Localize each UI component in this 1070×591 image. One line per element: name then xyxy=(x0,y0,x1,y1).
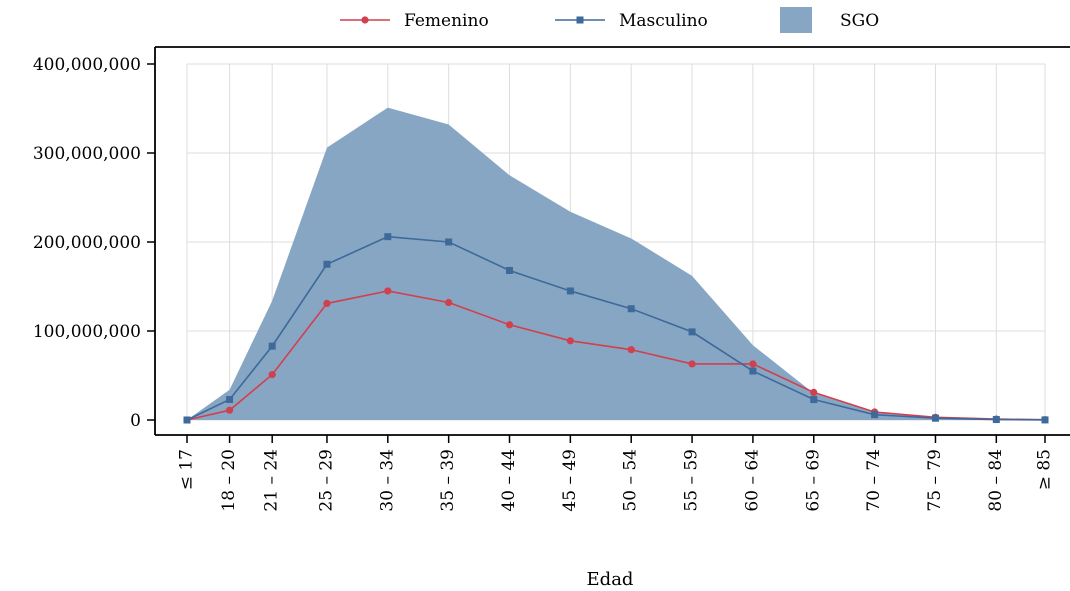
legend-swatch-sgo xyxy=(780,7,812,33)
data-point-femenino xyxy=(384,287,392,295)
data-point-masculino xyxy=(506,266,514,274)
data-point-masculino xyxy=(445,238,453,246)
data-point-masculino xyxy=(1041,416,1049,424)
legend-label-sgo: SGO xyxy=(840,11,879,31)
y-tick-label: 100,000,000 xyxy=(33,322,141,342)
data-point-femenino xyxy=(688,360,696,368)
legend: Femenino Masculino SGO xyxy=(340,7,879,33)
series-area-sgo xyxy=(187,107,1045,421)
x-tick-label: 65 – 69 xyxy=(803,449,823,512)
x-tick-label: 60 – 64 xyxy=(742,449,762,512)
plot-area xyxy=(183,63,1049,424)
x-tick-label: ≤ 17 xyxy=(177,449,197,490)
x-tick-label: 45 – 49 xyxy=(560,449,580,512)
data-point-femenino xyxy=(566,337,574,345)
y-tick-label: 400,000,000 xyxy=(33,55,141,75)
data-point-masculino xyxy=(688,328,696,336)
x-tick-label: 55 – 59 xyxy=(682,449,702,512)
data-point-femenino xyxy=(323,299,331,308)
data-point-femenino xyxy=(225,406,234,414)
x-tick-label: 18 – 20 xyxy=(219,449,239,512)
x-tick-label: 40 – 44 xyxy=(499,449,519,512)
x-tick-label: 75 – 79 xyxy=(925,449,945,512)
y-tick-label: 0 xyxy=(130,411,141,431)
data-point-masculino xyxy=(931,414,939,422)
legend-marker-femenino xyxy=(361,16,369,24)
data-point-masculino xyxy=(268,342,276,350)
data-point-masculino xyxy=(566,287,574,295)
x-axis-title: Edad xyxy=(587,569,634,590)
data-point-masculino xyxy=(183,416,191,424)
y-tick-label: 200,000,000 xyxy=(33,233,141,253)
x-tick-label: 70 – 74 xyxy=(864,449,884,512)
x-tick-label: 21 – 24 xyxy=(262,449,282,512)
data-point-masculino xyxy=(810,396,818,404)
data-point-masculino xyxy=(226,396,234,404)
axes: 0 100,000,000 200,000,000 300,000,000 400,00… xyxy=(33,46,1070,512)
data-point-masculino xyxy=(992,416,1000,424)
data-point-femenino xyxy=(627,346,635,354)
data-point-femenino xyxy=(268,371,276,379)
data-point-femenino xyxy=(445,298,453,307)
data-point-masculino xyxy=(627,305,635,313)
x-tick-label: ≥ 85 xyxy=(1035,449,1055,490)
series-line-masculino xyxy=(186,235,1046,421)
legend-marker-masculino xyxy=(576,16,584,24)
data-point-masculino xyxy=(871,411,879,419)
data-point-femenino xyxy=(810,388,818,397)
data-point-masculino xyxy=(749,367,757,375)
legend-label-femenino: Femenino xyxy=(404,11,489,31)
x-tick-label: 30 – 34 xyxy=(377,449,397,512)
data-point-masculino xyxy=(323,260,331,268)
series-line-femenino xyxy=(186,290,1046,421)
y-tick-label: 300,000,000 xyxy=(33,144,141,164)
data-point-femenino xyxy=(749,360,757,368)
legend-label-masculino: Masculino xyxy=(619,11,708,31)
x-tick-label: 80 – 84 xyxy=(986,449,1006,512)
x-tick-label: 35 – 39 xyxy=(438,449,458,512)
data-point-femenino xyxy=(505,321,514,329)
x-tick-label: 50 – 54 xyxy=(621,449,641,512)
x-tick-label: 25 – 29 xyxy=(316,449,336,512)
data-point-masculino xyxy=(384,233,392,241)
